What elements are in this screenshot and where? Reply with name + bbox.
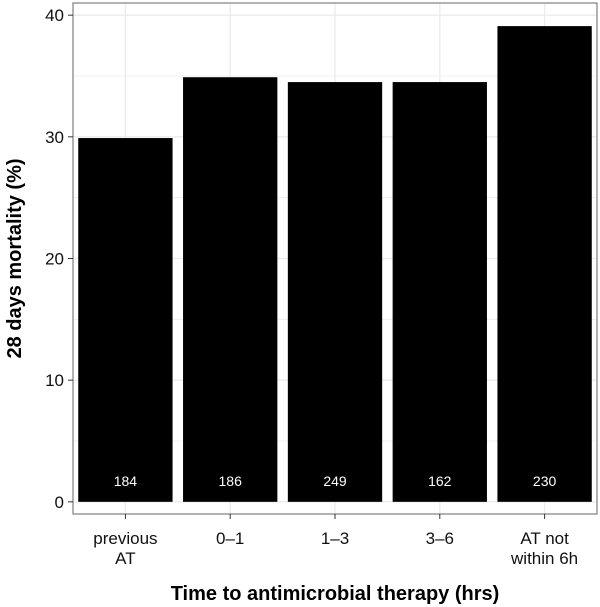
x-axis-ticks: previous AT 0–1 1–3 3–6 AT not within 6h: [93, 514, 578, 568]
x-tick-label: 3–6: [426, 529, 454, 548]
x-tick-label: 1–3: [321, 529, 349, 548]
bar-count-label: 249: [323, 473, 347, 489]
x-axis-title: Time to antimicrobial therapy (hrs): [171, 583, 500, 605]
x-tick-label: AT not within 6h: [510, 529, 578, 568]
y-tick-label: 10: [45, 371, 64, 390]
y-axis-ticks: 0 10 20 30 40: [45, 6, 73, 512]
bar-count-label: 186: [219, 473, 243, 489]
y-tick-label: 40: [45, 6, 64, 25]
bar: [287, 82, 383, 502]
bar-count-label: 162: [428, 473, 452, 489]
bar-labels: 184 186 249 162 230: [114, 473, 557, 489]
bar: [78, 138, 173, 502]
bar-count-label: 230: [533, 473, 557, 489]
y-tick-label: 30: [45, 128, 64, 147]
bar: [392, 82, 487, 502]
x-tick-label: 0–1: [216, 529, 244, 548]
bar: [183, 77, 278, 502]
bar: [497, 26, 592, 502]
bar-count-label: 184: [114, 473, 138, 489]
x-tick-label: previous AT: [93, 529, 157, 568]
bars: [78, 26, 592, 502]
y-tick-label: 20: [45, 250, 64, 269]
y-tick-label: 0: [55, 493, 64, 512]
y-axis-title: 28 days mortality (%): [4, 158, 26, 358]
